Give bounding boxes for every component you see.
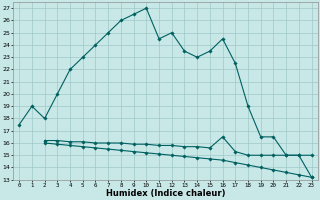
- X-axis label: Humidex (Indice chaleur): Humidex (Indice chaleur): [106, 189, 225, 198]
